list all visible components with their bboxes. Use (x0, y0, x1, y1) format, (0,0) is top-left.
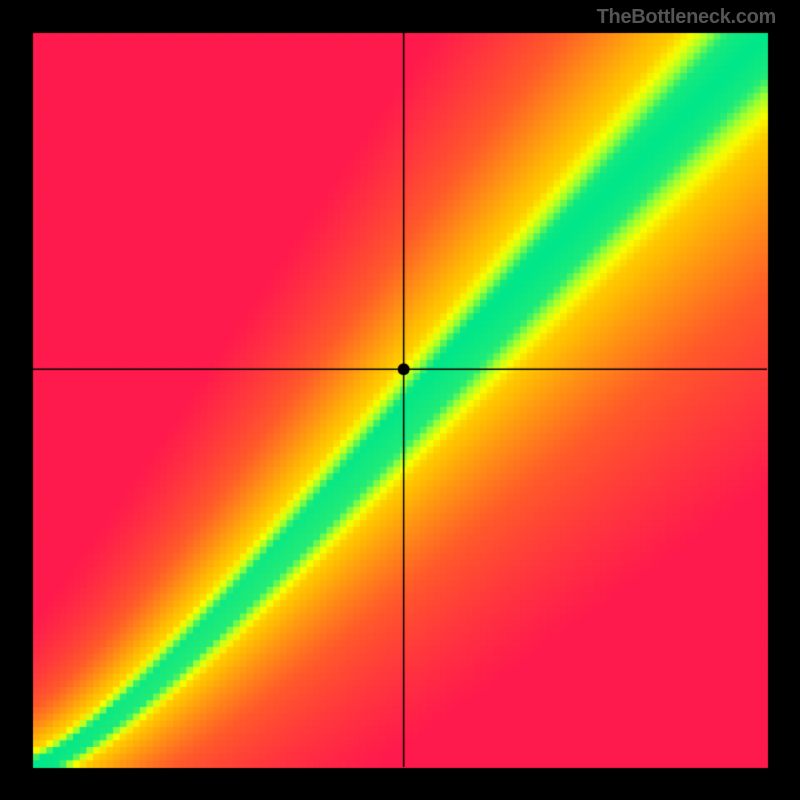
source-watermark: TheBottleneck.com (597, 6, 776, 29)
bottleneck-heatmap (0, 0, 800, 800)
chart-container: TheBottleneck.com (0, 0, 800, 800)
